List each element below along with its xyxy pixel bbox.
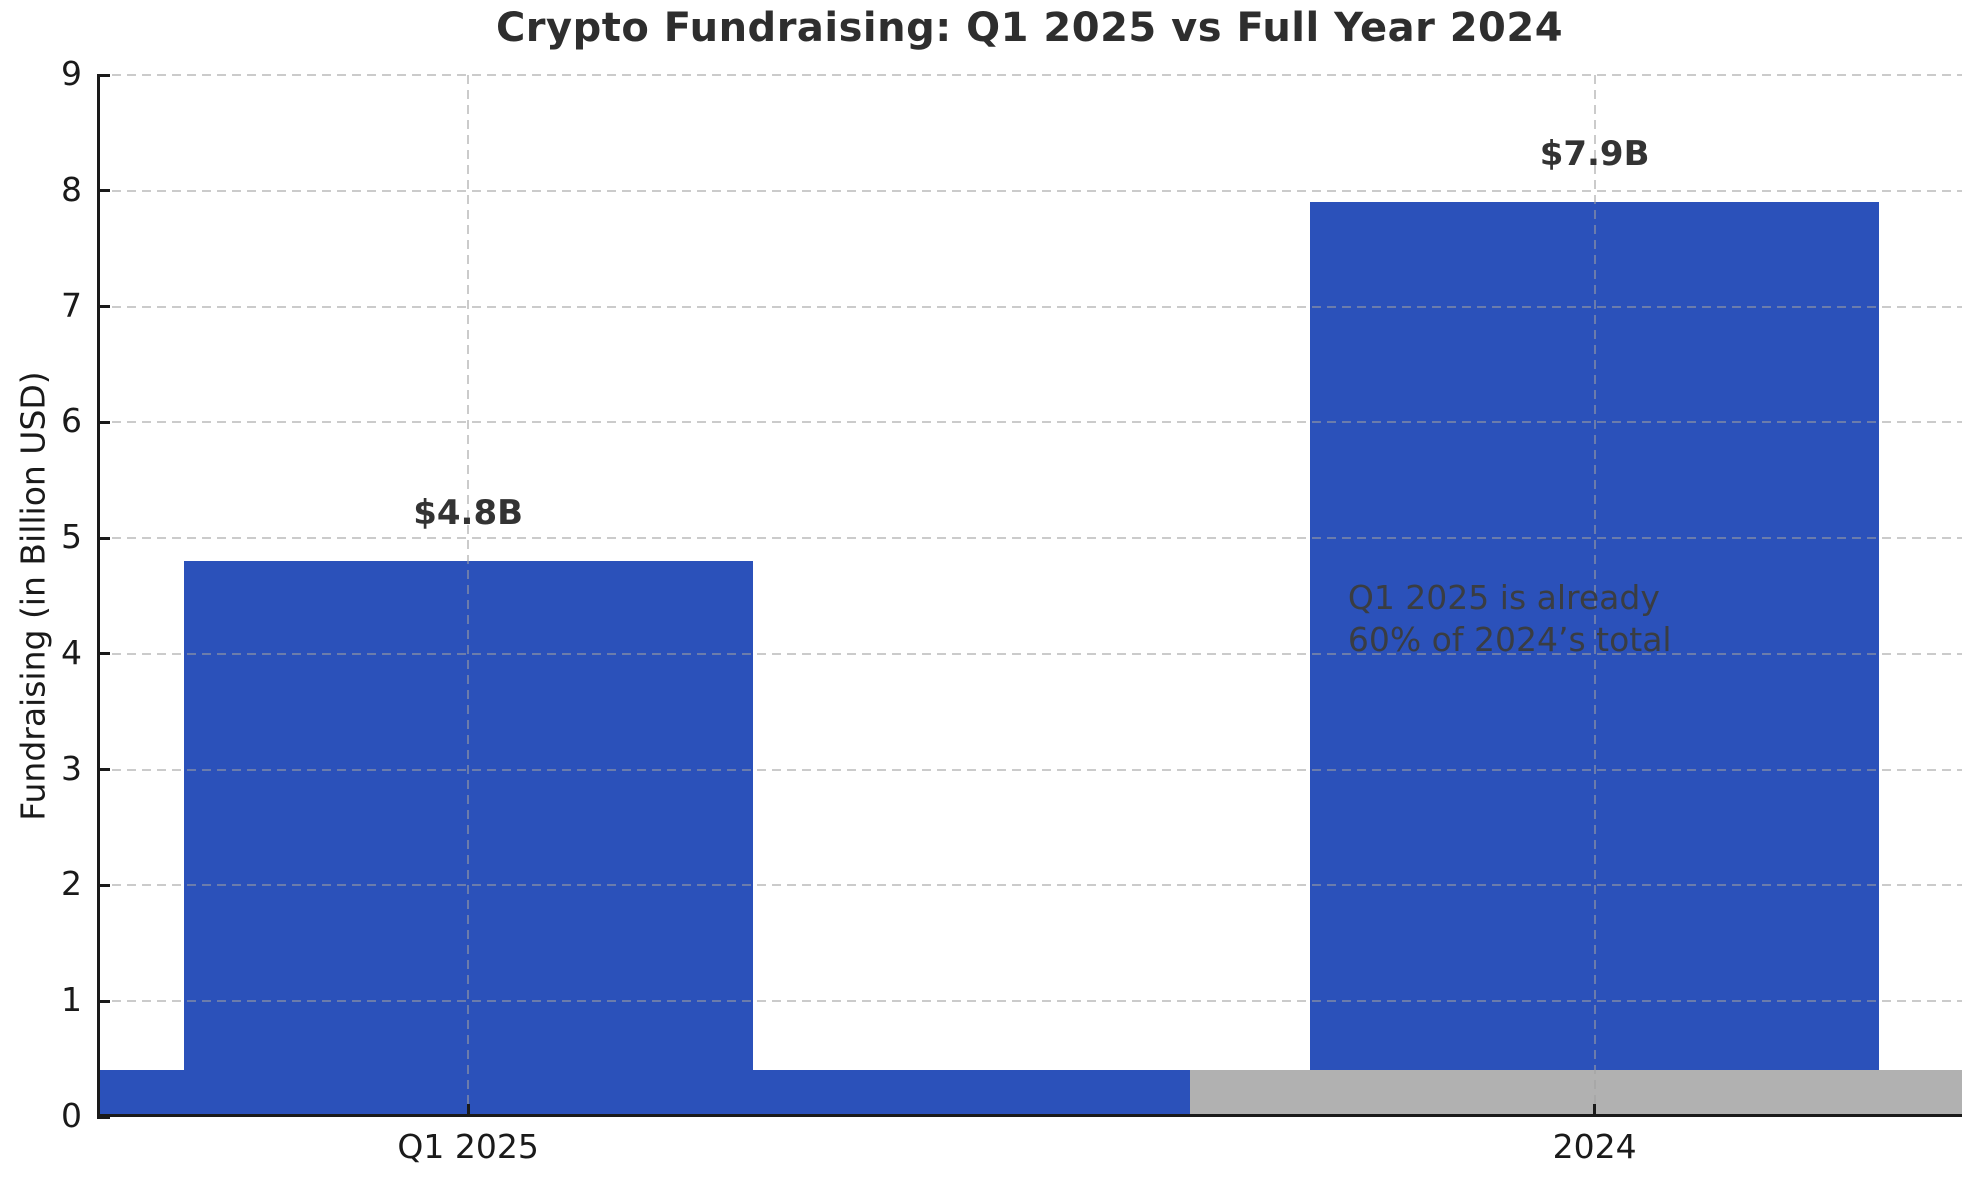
y-tick-label: 6 (61, 401, 82, 441)
y-tick-label: 1 (61, 980, 82, 1020)
x-tick-label: Q1 2025 (397, 1127, 539, 1166)
grid-line-horizontal (97, 305, 1962, 308)
bar-value-label: $7.9B (1539, 134, 1650, 175)
chart-title: Crypto Fundraising: Q1 2025 vs Full Year… (495, 5, 1564, 51)
grid-line-vertical (467, 75, 470, 1117)
right-gray-strip (1189, 1069, 1962, 1117)
bar-value-label: $4.8B (413, 493, 524, 534)
x-tick-mark (466, 1104, 470, 1117)
y-tick-mark (97, 768, 110, 772)
y-tick-label: 4 (61, 632, 82, 672)
plot-area: $4.8B Q1 2025 $7.9B 2024 0 1 2 3 4 5 6 7 8 9 Q1 2025 i… (61, 54, 1962, 1166)
grid-line-horizontal (97, 189, 1962, 192)
y-tick-label: 5 (61, 517, 82, 557)
y-tick-label: 9 (61, 53, 82, 93)
y-tick-label: 2 (61, 864, 82, 904)
y-tick-label: 8 (61, 169, 82, 209)
annotation-text: Q1 2025 is already 60% of 2024’s total (1348, 577, 1672, 661)
y-tick-mark (97, 305, 110, 309)
grid-line-horizontal (97, 652, 1962, 655)
y-tick-label: 7 (61, 285, 82, 325)
annotation-line: 60% of 2024’s total (1347, 620, 1672, 660)
grid-line-horizontal (97, 884, 1962, 887)
grid-line-horizontal (97, 74, 1962, 76)
y-tick-mark (97, 883, 110, 887)
grid-line-vertical (1593, 75, 1596, 1117)
x-tick-mark (1593, 1104, 1597, 1117)
x-tick-label: 2024 (1552, 1127, 1637, 1166)
grid-line-horizontal (97, 537, 1962, 540)
y-tick-label: 3 (61, 748, 82, 788)
y-tick-mark (97, 73, 110, 77)
y-tick-mark (97, 420, 110, 424)
y-tick-mark (97, 999, 110, 1003)
grid-line-horizontal (97, 421, 1962, 424)
x-axis-spine (97, 1114, 1962, 1117)
left-blue-strip (97, 1069, 1190, 1117)
y-tick-mark (97, 652, 110, 656)
y-tick-mark (97, 536, 110, 540)
y-tick-mark (97, 1115, 110, 1119)
y-axis-spine (97, 75, 100, 1117)
y-tick-label: 0 (61, 1095, 82, 1135)
grid-line-horizontal (97, 1000, 1962, 1003)
y-tick-mark (97, 189, 110, 193)
grid-line-horizontal (97, 768, 1962, 771)
annotation-line: Q1 2025 is already (1347, 578, 1660, 618)
